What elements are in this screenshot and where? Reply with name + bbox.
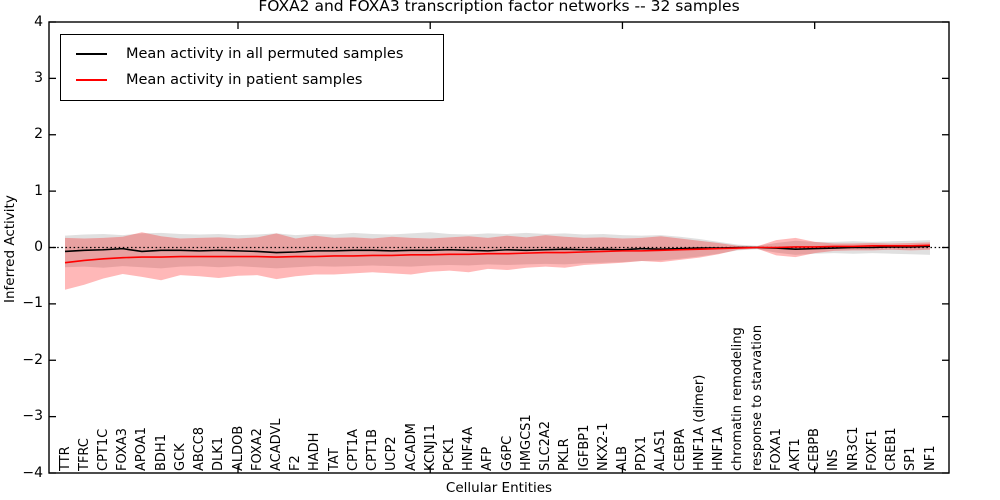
- legend: Mean activity in all permuted samples Me…: [60, 34, 444, 101]
- x-tick-label: INS: [826, 449, 842, 471]
- x-tick-label: ACADM: [403, 423, 419, 471]
- x-tick-label: SP1: [903, 446, 919, 471]
- x-tick-label: APOA1: [134, 427, 150, 471]
- x-tick-label: HNF4A: [461, 426, 477, 471]
- series-line: [64, 244, 931, 264]
- chart-title: FOXA2 and FOXA3 transcription factor net…: [258, 0, 740, 15]
- x-tick-label: KCNJ11: [422, 424, 438, 471]
- x-tick-label: HNF1A (dimer): [691, 374, 707, 471]
- x-tick-label: NF1: [922, 445, 938, 471]
- x-tick-label: DLK1: [211, 436, 227, 471]
- x-tick-label: TFRC: [76, 438, 92, 471]
- x-tick-label: CPT1A: [345, 428, 361, 471]
- x-tick-label: FOXA2: [249, 428, 265, 471]
- y-tick-label: 1: [34, 182, 43, 199]
- legend-label-permuted: Mean activity in all permuted samples: [126, 46, 404, 62]
- x-tick-label: FOXA1: [768, 428, 784, 471]
- legend-label-patient: Mean activity in patient samples: [126, 72, 363, 88]
- x-tick-label: NKX2-1: [595, 422, 611, 471]
- x-tick-label: PCK1: [441, 437, 457, 471]
- x-tick-label: response to starvation: [749, 324, 765, 471]
- legend-entry-patient: Mean activity in patient samples: [61, 67, 443, 93]
- series-line: [64, 245, 931, 254]
- x-tick-label: G6PC: [499, 435, 515, 471]
- x-tick-label: AKT1: [787, 438, 803, 471]
- y-tick-label: −2: [22, 351, 43, 368]
- x-tick-label: ALDOB: [230, 425, 246, 471]
- x-tick-label: PKLR: [557, 438, 573, 471]
- y-tick-label: −4: [22, 464, 43, 481]
- x-tick-label: HNF1A: [711, 426, 727, 471]
- x-tick-label: CEBPB: [807, 428, 823, 471]
- x-tick-label: TAT: [326, 448, 342, 471]
- patient-samples-range-band: [65, 232, 930, 290]
- x-tick-label: GCK: [172, 443, 188, 471]
- x-tick-label: SLC2A2: [538, 420, 554, 471]
- x-tick-label: F2: [288, 455, 304, 471]
- x-tick-label: NR3C1: [845, 426, 861, 471]
- x-tick-label: BDH1: [153, 434, 169, 471]
- x-tick-label: PDX1: [634, 435, 650, 471]
- x-axis-label: Cellular Entities: [445, 480, 553, 496]
- x-tick-label: IGFBP1: [576, 424, 592, 471]
- x-tick-label: CREB1: [884, 427, 900, 471]
- x-tick-label: ABCC8: [192, 426, 208, 471]
- y-tick-label: −3: [22, 408, 43, 425]
- x-tick-label: CEBPA: [672, 428, 688, 471]
- x-tick-label: FOXF1: [864, 429, 880, 471]
- x-tick-label: FOXA3: [115, 428, 131, 471]
- x-tick-label: HMGCS1: [518, 414, 534, 471]
- x-tick-label: ACADVL: [268, 418, 284, 471]
- x-tick-label: ALAS1: [653, 429, 669, 471]
- legend-entry-permuted: Mean activity in all permuted samples: [61, 41, 443, 67]
- legend-line-sample-permuted: [76, 53, 107, 55]
- x-tick-label: chromatin remodeling: [730, 327, 746, 471]
- x-tick-label: CPT1B: [365, 428, 381, 471]
- x-tick-label: CPT1C: [95, 428, 111, 471]
- y-tick-label: −1: [22, 295, 43, 312]
- x-tick-label: HADH: [307, 432, 323, 471]
- y-tick-label: 2: [34, 126, 43, 143]
- x-tick-label: ALB: [614, 445, 630, 471]
- x-tick-label: AFP: [480, 446, 496, 471]
- y-tick-label: 0: [34, 239, 43, 255]
- x-tick-label: UCP2: [384, 436, 400, 471]
- y-tick-label: 4: [34, 13, 43, 30]
- legend-line-sample-patient: [76, 79, 107, 81]
- y-tick-label: 3: [34, 69, 43, 86]
- x-tick-label: TTR: [57, 446, 73, 471]
